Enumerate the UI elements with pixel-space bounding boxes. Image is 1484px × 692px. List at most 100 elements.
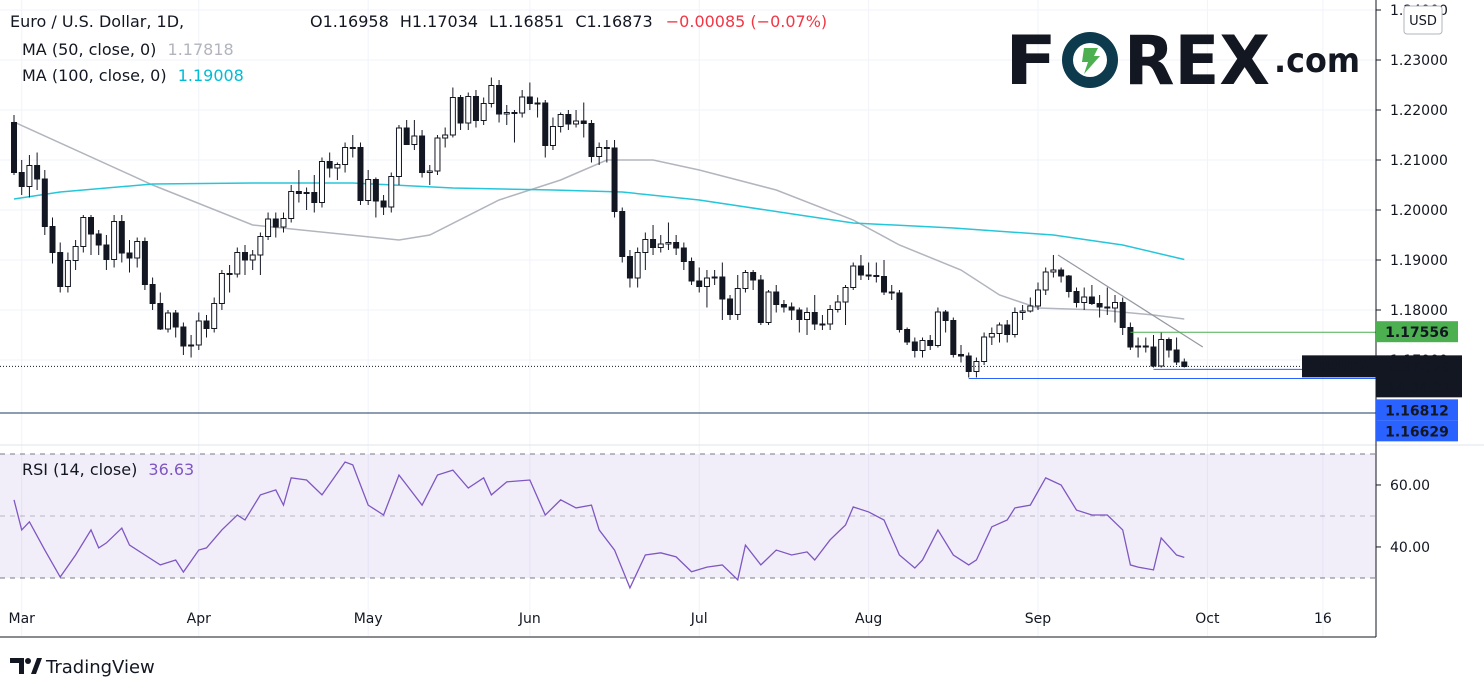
header: Euro / U.S. Dollar, 1D, O1.16958 H1.1703… [10, 12, 827, 31]
candle-body [619, 211, 626, 257]
candle-body [280, 218, 287, 228]
candle-body [927, 340, 934, 346]
candle-body [519, 96, 526, 114]
price-labels: 1.17556 1.16812 1.16629 EURUSD 1.16873 14:34:… [1302, 321, 1462, 442]
candle-body [950, 320, 957, 355]
candle-body [1181, 361, 1188, 367]
y-tick-label: 1.21000 [1390, 153, 1448, 169]
currency-box[interactable] [1403, 5, 1443, 35]
candle-body [118, 221, 125, 254]
last-price-box [1376, 355, 1462, 398]
y-tick-label: 1.18000 [1390, 303, 1448, 319]
candle-body [411, 135, 418, 145]
trendline [1057, 254, 1204, 348]
candle-body [172, 312, 179, 328]
candle-body [588, 123, 595, 157]
candle-body [711, 276, 718, 279]
candle-body [26, 165, 33, 187]
moving-average [13, 182, 1185, 261]
candle-body [1065, 275, 1072, 292]
candle-body [503, 112, 510, 115]
candle-body [480, 103, 487, 121]
candle-body [449, 97, 456, 136]
candle-body [750, 272, 757, 281]
candle-body [565, 114, 572, 125]
ma50-legend: MA (50, close, 0) 1.17818 [22, 40, 234, 59]
x-tick-label: 16 [1314, 611, 1332, 627]
candle-body [1058, 269, 1065, 277]
price-label-box [1376, 399, 1458, 421]
rsi-legend: RSI (14, close) 36.63 [22, 460, 194, 479]
countdown: 14:34:27 [1388, 380, 1451, 396]
candle-body [488, 85, 495, 104]
candle-body [419, 135, 426, 173]
candle-body [988, 333, 995, 338]
candle-body [942, 311, 949, 321]
candle-body [603, 147, 610, 149]
candle-body [596, 147, 603, 157]
footer-icon [25, 658, 31, 664]
footer-text: TradingView [45, 657, 155, 678]
logo-text: .com [1274, 41, 1360, 81]
candle-body [1050, 269, 1057, 273]
candle-body [881, 276, 888, 293]
symbol-label: EURUSD [1307, 359, 1372, 375]
candle-body [164, 312, 171, 330]
legend-name: MA (100, close, 0) [22, 66, 167, 85]
x-tick-label: Apr [187, 611, 211, 627]
footer-icon [31, 658, 42, 674]
candle-body [534, 102, 541, 105]
candle-body [11, 122, 18, 173]
candle-body [49, 226, 56, 253]
candle-body [357, 147, 364, 201]
candle-body [1119, 302, 1126, 328]
candle-body [634, 252, 641, 279]
candle-body [395, 127, 402, 177]
candle-body [141, 241, 148, 285]
candle-body [526, 96, 533, 104]
candle-body [642, 239, 649, 253]
candle-body [1019, 310, 1026, 313]
candle-body [134, 241, 141, 259]
candle-body [788, 306, 795, 311]
candle-body [226, 273, 233, 275]
candle-body [850, 265, 857, 288]
candle-body [218, 273, 225, 304]
x-tick-label: Jun [518, 611, 541, 627]
x-tick-label: Sep [1025, 611, 1052, 627]
candle-body [1096, 303, 1103, 308]
candle-body [342, 147, 349, 165]
candle-body [18, 172, 25, 187]
candle-body [103, 244, 110, 260]
candle-body [1073, 291, 1080, 303]
candle-body [1011, 312, 1018, 335]
forex-logo: F REX .com [1005, 22, 1360, 101]
candle-body [1042, 271, 1049, 291]
candle-body [1027, 305, 1034, 312]
symbol-box [1302, 355, 1376, 378]
candle-body [703, 277, 710, 287]
candle-body [111, 221, 118, 260]
candle-body [64, 260, 71, 287]
candle-body [765, 291, 772, 323]
candle-body [88, 217, 95, 235]
candle-body [542, 102, 549, 146]
price-label-box [1376, 321, 1458, 343]
candle-body [95, 233, 102, 246]
candle-body [573, 120, 580, 125]
x-tick-label: Jul [690, 611, 708, 627]
candle-body [434, 137, 441, 172]
ma100-legend: MA (100, close, 0) 1.19008 [22, 66, 244, 85]
currency-label[interactable]: USD [1409, 14, 1437, 29]
candle-body [403, 127, 410, 145]
candle-body [611, 147, 618, 212]
logo-icon [1082, 48, 1100, 74]
ohlc-low: L1.16851 [489, 12, 564, 31]
candle-body [734, 288, 741, 315]
footer-icon [10, 658, 24, 674]
candle-body [188, 344, 195, 347]
candle-body [265, 218, 272, 237]
candle-body [272, 218, 279, 228]
